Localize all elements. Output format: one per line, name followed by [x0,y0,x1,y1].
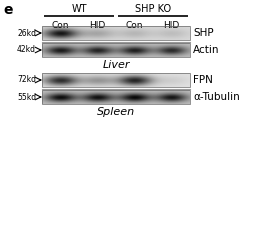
Text: FPN: FPN [193,75,213,85]
Text: e: e [3,3,13,17]
Text: Liver: Liver [102,60,130,70]
Bar [42,26,190,40]
Bar [42,43,190,57]
Text: Con: Con [52,21,69,30]
Text: α-Tubulin: α-Tubulin [193,92,240,102]
Text: WT: WT [71,4,87,14]
Text: Spleen: Spleen [97,107,135,117]
Text: Actin: Actin [193,45,219,55]
Text: HID: HID [89,21,106,30]
Bar [42,90,190,104]
Text: 72kd: 72kd [17,76,36,84]
Text: SHP KO: SHP KO [135,4,171,14]
Text: Con: Con [126,21,143,30]
Text: 42kd: 42kd [17,46,36,55]
Text: 26kd: 26kd [17,29,36,38]
Text: 55kd: 55kd [17,93,36,101]
Text: SHP: SHP [193,28,214,38]
Bar [42,73,190,87]
Text: HID: HID [163,21,180,30]
